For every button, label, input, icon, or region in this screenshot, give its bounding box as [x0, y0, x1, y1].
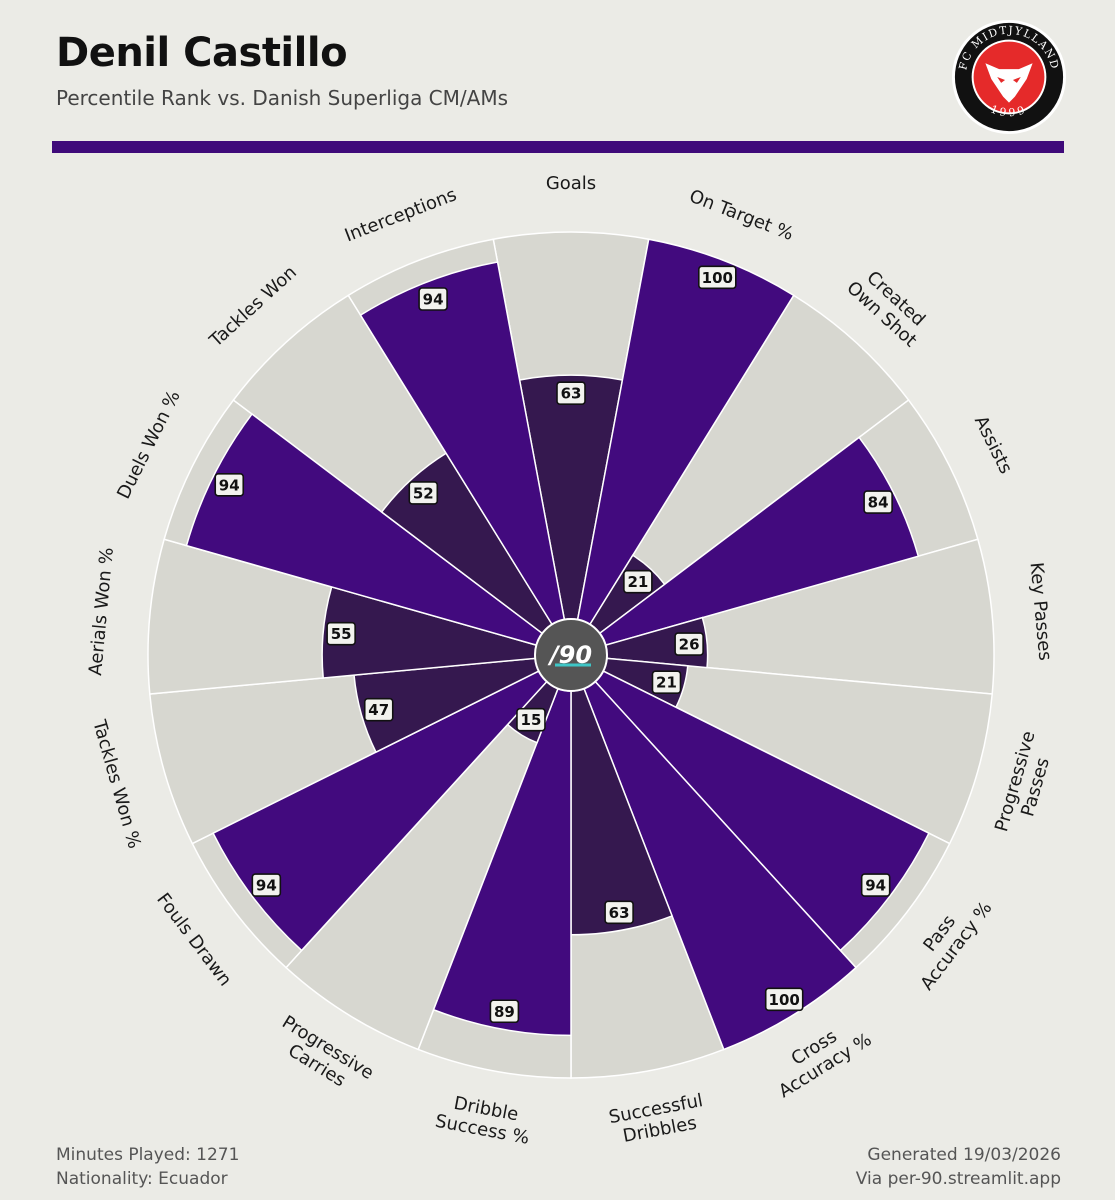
value-label: 21: [656, 674, 677, 692]
category-label-line: On Target %: [686, 186, 796, 245]
percentile-pizza-chart: 63 100 21 84 26 21 94 100 63 89 15 94 47 55 94 52 94 Goal…: [85, 173, 1055, 1145]
generated-date: Generated 19/03/2026: [867, 1145, 1061, 1165]
category-label-duels-won-pct: Duels Won %: [113, 387, 185, 502]
club-logo: FC MIDTJYLLAND 1999: [951, 19, 1067, 135]
logo-year: 1999: [989, 103, 1026, 120]
value-label-box: [214, 473, 245, 497]
center-badge-text: /90: [547, 641, 592, 669]
value-label: 100: [702, 269, 733, 287]
nationality: Nationality: Ecuador: [56, 1169, 228, 1189]
value-label: 21: [627, 573, 648, 591]
value-label: 15: [521, 711, 542, 729]
value-label-box: [418, 287, 448, 311]
category-label-on-target-pct: On Target %: [686, 186, 796, 245]
value-label-box: [516, 707, 546, 732]
value-label: 94: [256, 877, 277, 895]
bull-head-icon: [985, 63, 1033, 103]
value-label: 94: [219, 476, 240, 494]
center-badge: [534, 618, 608, 692]
value-label: 100: [769, 991, 800, 1009]
header-divider: [52, 141, 1064, 153]
category-label-tackles-won-pct: Tackles Won %: [88, 717, 145, 851]
category-label-fouls-drawn: Fouls Drawn: [152, 889, 235, 990]
value-label-box: [863, 490, 893, 514]
category-label-aerials-won-pct: Aerials Won %: [85, 547, 118, 677]
value-label-box: [651, 670, 682, 694]
value-label: 63: [609, 904, 630, 922]
category-label-line: Key Passes: [1025, 561, 1055, 661]
category-label-tackles-won: Tackles Won: [205, 262, 301, 352]
category-label-line: Tackles Won: [205, 262, 301, 352]
value-label: 63: [561, 385, 582, 403]
value-label-box: [556, 381, 586, 405]
value-label: 94: [865, 877, 886, 895]
category-label-line: Tackles Won %: [88, 717, 145, 851]
value-label: 47: [368, 701, 389, 719]
value-label: 89: [494, 1003, 515, 1021]
category-label-line: Aerials Won %: [85, 547, 118, 677]
value-label: 52: [413, 484, 434, 502]
value-label-box: [604, 900, 634, 925]
footer-credits: Generated 19/03/2026 Via per-90.streamli…: [856, 1143, 1061, 1191]
value-label-box: [251, 873, 282, 897]
value-label: 26: [679, 636, 700, 654]
value-label-box: [408, 481, 439, 505]
value-label: 94: [423, 291, 444, 309]
svg-text:1999: 1999: [989, 103, 1029, 120]
category-label-line: Goals: [546, 173, 596, 194]
value-label-box: [764, 987, 804, 1012]
bull-eyes-icon: [997, 77, 1021, 83]
category-label-goals: Goals: [546, 173, 596, 194]
minutes-played: Minutes Played: 1271: [56, 1145, 240, 1165]
value-label: 84: [868, 494, 889, 512]
value-label-box: [326, 621, 356, 646]
value-label-box: [698, 265, 737, 290]
category-label-line: Duels Won %: [113, 387, 185, 502]
value-label-box: [489, 999, 520, 1024]
category-label-line: Assists: [970, 412, 1016, 477]
source-link[interactable]: Via per-90.streamlit.app: [855, 1169, 1061, 1189]
value-label-box: [860, 873, 891, 897]
category-label-key-passes: Key Passes: [1025, 561, 1055, 661]
page-subtitle: Percentile Rank vs. Danish Superliga CM/…: [56, 86, 509, 110]
value-label: 55: [331, 625, 352, 643]
category-label-assists: Assists: [970, 412, 1016, 477]
category-label-line: Interceptions: [342, 184, 460, 246]
page-title: Denil Castillo: [56, 30, 348, 76]
category-label-line: Fouls Drawn: [152, 889, 235, 990]
category-label-interceptions: Interceptions: [342, 184, 460, 246]
value-label-box: [674, 632, 704, 656]
value-label-box: [623, 569, 653, 594]
footer-player-info: Minutes Played: 1271 Nationality: Ecuado…: [56, 1143, 239, 1191]
value-label-box: [363, 697, 394, 722]
